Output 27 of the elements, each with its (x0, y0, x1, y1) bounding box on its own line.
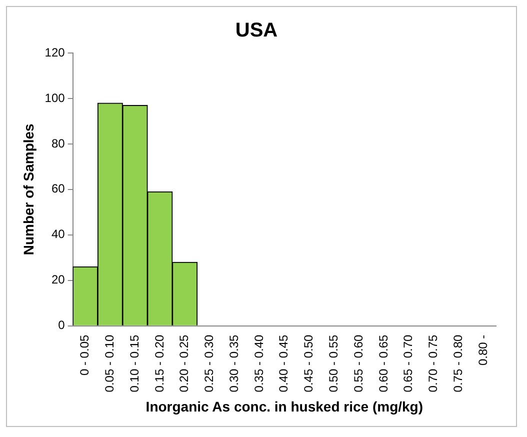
x-tick-label: 0.40 - 0.45 (276, 334, 291, 392)
y-tick-label: 60 (51, 182, 66, 196)
x-tick-label: 0.55 - 0.60 (351, 334, 366, 392)
y-axis-title: Number of Samples (20, 123, 36, 256)
y-tick-label: 120 (44, 45, 66, 60)
x-tick-label: 0.20 - 0.25 (177, 334, 192, 392)
x-tick-label: 0.45 - 0.50 (302, 334, 316, 392)
x-tick-label: 0.05 - 0.10 (102, 334, 116, 392)
x-tick-label: 0.70 - 0.75 (426, 334, 440, 392)
y-tick-label: 40 (51, 227, 66, 242)
y-tick-label: 20 (51, 272, 66, 287)
x-tick-label: 0.10 - 0.15 (127, 334, 142, 392)
y-tick-label: 100 (44, 90, 66, 105)
x-tick-label: 0.60 - 0.65 (376, 334, 390, 392)
y-tick-label: 0 (58, 318, 66, 332)
x-tick-label: 0.25 - 0.30 (202, 334, 216, 392)
x-tick-label: 0.30 - 0.35 (226, 334, 241, 392)
x-tick-label: 0.50 - 0.55 (326, 334, 341, 392)
x-axis-title: Inorganic As conc. in husked rice (mg/kg) (146, 398, 424, 414)
x-tick-label: 0.75 - 0.80 (450, 334, 465, 392)
x-tick-label: 0.15 - 0.20 (152, 334, 166, 392)
x-tick-label: 0.35 - 0.40 (252, 334, 266, 392)
y-tick-label: 80 (51, 136, 66, 150)
x-tick-label: 0.65 - 0.70 (401, 334, 416, 392)
chart-title: USA (235, 20, 278, 42)
x-tick-label: 0 - 0.05 (78, 334, 92, 376)
x-tick-label: 0.80 - (476, 334, 490, 366)
